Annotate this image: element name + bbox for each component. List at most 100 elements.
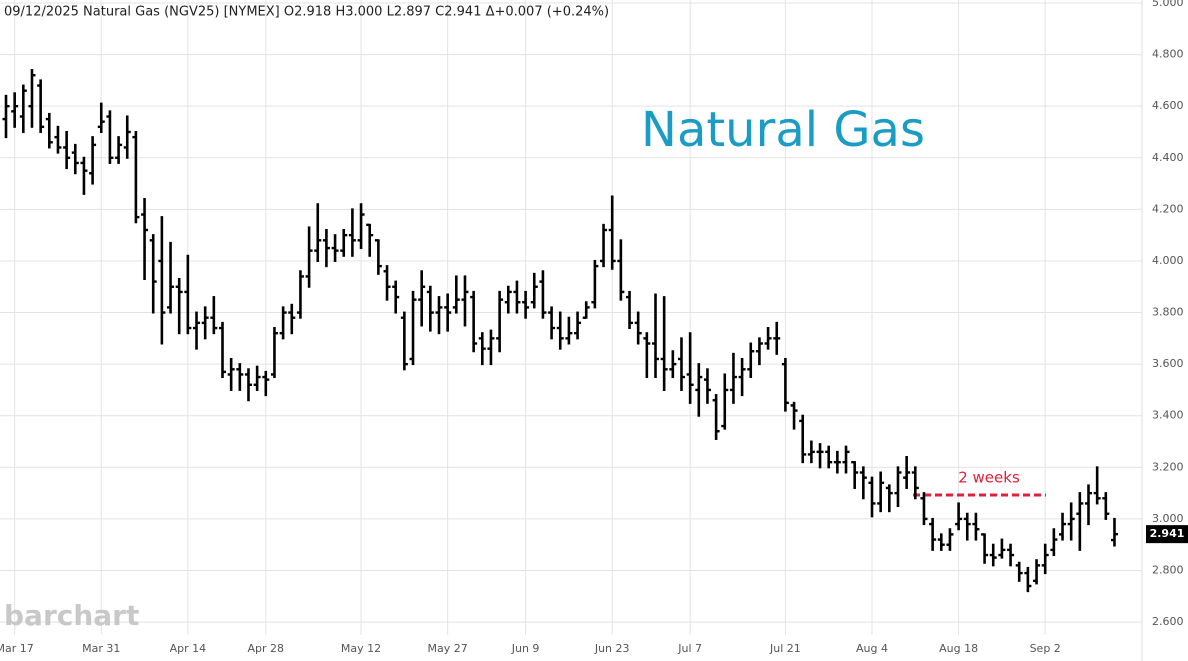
ohlc-bar bbox=[773, 321, 781, 355]
ohlc-bar bbox=[903, 456, 911, 489]
ohlc-bar bbox=[314, 203, 322, 262]
ohlc-bar bbox=[236, 363, 244, 391]
ohlc-bar bbox=[582, 301, 590, 319]
x-tick-label: Mar 17 bbox=[0, 642, 34, 655]
ohlc-bar bbox=[409, 290, 417, 366]
ohlc-bar bbox=[444, 293, 452, 332]
ohlc-bar bbox=[946, 528, 954, 551]
x-tick-label: Apr 14 bbox=[170, 642, 207, 655]
ohlc-bar bbox=[522, 290, 530, 319]
ohlc-bar bbox=[167, 241, 175, 314]
y-tick-label: 4.000 bbox=[1152, 254, 1184, 267]
ohlc-bar bbox=[833, 450, 841, 474]
ohlc-bar bbox=[19, 84, 27, 133]
ohlc-bar bbox=[929, 517, 937, 551]
ohlc-bar bbox=[184, 254, 192, 335]
ohlc-bar bbox=[426, 285, 434, 332]
ohlc-bar bbox=[1015, 561, 1023, 582]
ohlc-bar bbox=[435, 296, 443, 335]
ohlc-bar bbox=[244, 368, 252, 402]
ohlc-bar bbox=[868, 476, 876, 518]
ohlc-bar bbox=[747, 342, 755, 379]
ohlc-bar bbox=[530, 272, 538, 309]
ohlc-bar bbox=[877, 471, 885, 513]
ohlc-bar bbox=[721, 373, 729, 430]
ohlc-bar bbox=[106, 110, 114, 164]
ohlc-bar bbox=[452, 275, 460, 314]
ohlc-bar bbox=[963, 512, 971, 541]
ohlc-bar bbox=[1102, 492, 1110, 520]
ohlc-bar bbox=[634, 311, 642, 345]
ohlc-bar bbox=[1110, 517, 1118, 547]
ohlc-bar bbox=[115, 136, 123, 164]
ohlc-bar bbox=[400, 311, 408, 371]
ohlc-bar bbox=[28, 69, 36, 128]
annotation: Natural Gas bbox=[641, 102, 925, 158]
ohlc-bar bbox=[45, 112, 53, 149]
ohlc-bar bbox=[738, 357, 746, 397]
x-tick-label: Sep 2 bbox=[1030, 642, 1061, 655]
ohlc-bar bbox=[807, 440, 815, 464]
y-tick-label: 4.600 bbox=[1152, 99, 1184, 112]
ohlc-bar bbox=[1024, 566, 1032, 593]
ohlc-bar bbox=[1050, 528, 1058, 557]
ohlc-bar bbox=[617, 239, 625, 301]
ohlc-bar bbox=[149, 234, 157, 314]
ohlc-bar bbox=[626, 290, 634, 330]
ohlc-bar bbox=[89, 136, 97, 185]
ohlc-bar bbox=[859, 466, 867, 500]
grid bbox=[0, 0, 1142, 635]
ohlc-bar bbox=[1033, 559, 1041, 585]
ohlc-bar bbox=[643, 332, 651, 379]
y-tick-label: 4.200 bbox=[1152, 202, 1184, 215]
ohlc-bar bbox=[652, 293, 659, 379]
x-tick-label: Apr 28 bbox=[248, 642, 285, 655]
ohlc-bar bbox=[80, 156, 88, 195]
last-price-box bbox=[1146, 525, 1188, 544]
ohlc-bar bbox=[677, 337, 685, 391]
y-tick-label: 4.800 bbox=[1152, 48, 1184, 61]
chart-title: 09/12/2025 Natural Gas (NGV25) [NYMEX] O… bbox=[4, 5, 609, 20]
ohlc-bar bbox=[574, 311, 582, 340]
ohlc-bar bbox=[340, 229, 348, 257]
ohlc-bar bbox=[972, 512, 980, 541]
ohlc-bar bbox=[305, 226, 313, 288]
ohlc-bar bbox=[175, 278, 183, 335]
ohlc-bar bbox=[11, 92, 19, 128]
ohlc-bar bbox=[695, 363, 703, 417]
x-tick-label: Jul 7 bbox=[677, 642, 702, 655]
ohlc-bar bbox=[288, 303, 296, 335]
ohlc-bar bbox=[141, 198, 149, 281]
ohlc-bar bbox=[981, 533, 989, 564]
ohlc-bar bbox=[322, 229, 330, 268]
ohlc-bar bbox=[279, 306, 287, 340]
ohlc-bar bbox=[1067, 502, 1075, 541]
ohlc-bar bbox=[998, 538, 1006, 559]
ohlc-bar bbox=[1076, 492, 1084, 551]
period-label: 2 weeks bbox=[958, 469, 1020, 487]
ohlc-bar bbox=[123, 115, 131, 159]
ohlc-bar bbox=[201, 306, 209, 340]
ohlc-bar bbox=[392, 280, 400, 314]
ohlc-bar bbox=[461, 275, 469, 327]
ohlc-bar bbox=[366, 223, 374, 257]
x-tick-label: May 27 bbox=[428, 642, 468, 655]
ohlc-bar bbox=[270, 327, 278, 379]
ohlc-bar bbox=[660, 296, 668, 391]
ohlc-bar bbox=[374, 239, 382, 275]
ohlc-bar bbox=[227, 357, 235, 391]
ohlc-bar bbox=[539, 270, 547, 319]
y-tick-label: 3.800 bbox=[1152, 306, 1184, 319]
ohlc-bar bbox=[357, 203, 365, 250]
ohlc-bar bbox=[816, 443, 824, 469]
ohlc-bar bbox=[1041, 543, 1049, 575]
ohlc-bar bbox=[1093, 466, 1101, 505]
y-tick-label: 3.600 bbox=[1152, 357, 1184, 370]
ohlc-bar bbox=[565, 316, 573, 345]
ohlc-bar bbox=[71, 143, 79, 175]
ohlc-bar bbox=[790, 401, 798, 430]
ohlc-bar bbox=[989, 543, 997, 567]
ohlc-bar bbox=[2, 94, 10, 139]
ohlc-bar bbox=[703, 368, 711, 404]
